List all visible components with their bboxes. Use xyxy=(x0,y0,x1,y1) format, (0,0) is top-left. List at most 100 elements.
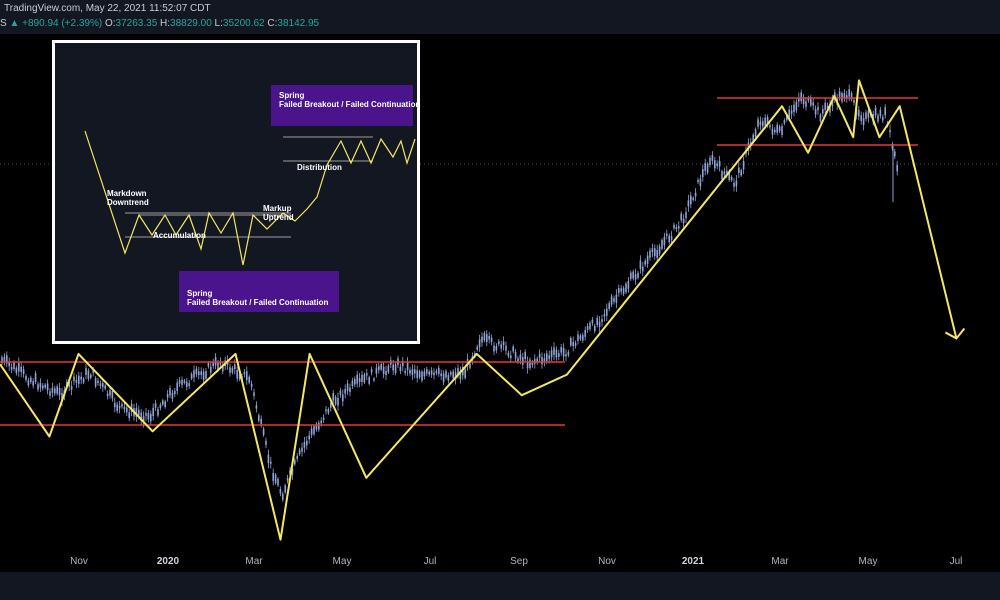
candle-body xyxy=(382,366,385,374)
candle-body xyxy=(802,98,805,105)
candle-body xyxy=(37,384,39,390)
candle-body xyxy=(301,447,303,452)
candle-body xyxy=(334,396,337,405)
candle-body xyxy=(402,362,404,367)
candle-body xyxy=(550,350,553,358)
candle-body xyxy=(298,449,301,455)
candle-body xyxy=(874,107,877,116)
candle-body xyxy=(702,169,704,178)
candle-body xyxy=(30,377,32,383)
candle-body xyxy=(620,288,622,292)
candle-body xyxy=(637,272,639,278)
candle-body xyxy=(615,294,618,303)
candle-body xyxy=(661,239,663,249)
candle-body xyxy=(406,362,409,371)
candle-body xyxy=(404,370,406,374)
candle-body xyxy=(498,341,500,345)
candle-body xyxy=(198,371,200,375)
time-axis[interactable]: Nov 2020 Mar May Jul Sep Nov 2021 Mar May Jul xyxy=(0,550,1000,572)
candle-body xyxy=(738,167,740,173)
candle-body xyxy=(579,335,582,340)
accumulation-label: Accumulation xyxy=(153,231,206,240)
candle-body xyxy=(433,372,435,376)
candle-body xyxy=(776,124,778,133)
candle-body xyxy=(349,387,351,393)
candle-body xyxy=(716,163,718,167)
candle-body xyxy=(790,110,793,114)
candle-body xyxy=(325,409,327,412)
candle-body xyxy=(850,93,853,100)
open-value: 37263.35 xyxy=(115,18,158,29)
candle-body xyxy=(694,192,697,197)
candle-body xyxy=(858,109,860,117)
candle-body xyxy=(202,371,205,381)
candle-body xyxy=(380,364,382,370)
bottom-toolbar xyxy=(0,572,1000,600)
candle-body xyxy=(94,378,97,387)
candle-body xyxy=(294,459,296,465)
candle-body xyxy=(138,409,140,416)
candle-body xyxy=(49,391,51,396)
candle-body xyxy=(366,373,368,376)
candle-body xyxy=(807,97,810,101)
candle-body xyxy=(529,359,531,369)
candle-body xyxy=(416,370,418,379)
candle-body xyxy=(274,474,277,483)
candle-body xyxy=(493,345,495,352)
candle-body xyxy=(277,478,279,486)
candle-body xyxy=(884,107,886,116)
chart-header: TradingView.com, May 22, 2021 11:52:07 C… xyxy=(0,0,1000,34)
candle-body xyxy=(692,197,694,201)
candle-body xyxy=(673,224,675,229)
candle-body xyxy=(819,114,822,122)
candle-body xyxy=(594,325,596,332)
candle-body xyxy=(723,171,726,175)
candle-body xyxy=(13,362,15,370)
time-tick-7: 2021 xyxy=(681,556,705,567)
candle-body xyxy=(699,178,702,187)
candle-body xyxy=(375,367,378,374)
candle-body xyxy=(306,440,308,446)
candle-body xyxy=(399,366,402,372)
candle-body xyxy=(75,380,78,383)
candle-body xyxy=(678,226,680,229)
candle-body xyxy=(217,362,219,370)
candle-body xyxy=(181,379,183,385)
candle-body xyxy=(102,383,104,388)
candle-body xyxy=(354,378,356,385)
price-chart[interactable] xyxy=(0,34,1000,550)
candle-body xyxy=(25,376,27,381)
candle-body xyxy=(385,370,387,376)
candle-body xyxy=(654,248,656,256)
candle-body xyxy=(778,126,781,132)
spring-top-sublabel: Failed Breakout / Failed Continuation xyxy=(279,100,421,109)
candle-body xyxy=(142,416,145,423)
candle-body xyxy=(207,363,210,367)
candle-body xyxy=(34,373,37,382)
candle-body xyxy=(78,375,80,384)
candle-body xyxy=(109,390,111,396)
candle-body xyxy=(718,160,721,167)
close-value: 38142.95 xyxy=(277,18,320,29)
candle-body xyxy=(46,383,49,391)
candle-body xyxy=(188,383,190,386)
candle-body xyxy=(721,171,723,179)
candle-body xyxy=(44,384,46,388)
candle-body xyxy=(186,381,188,387)
candle-body xyxy=(162,400,164,405)
candle-body xyxy=(680,213,682,221)
time-tick-5: Sep xyxy=(510,556,528,567)
candle-body xyxy=(387,365,390,373)
candle-body xyxy=(445,370,447,378)
candle-body xyxy=(548,355,550,359)
candle-body xyxy=(174,390,176,395)
candle-body xyxy=(80,376,82,380)
candle-body xyxy=(632,271,634,279)
candle-body xyxy=(430,370,433,375)
candle-body xyxy=(829,103,831,113)
candle-body xyxy=(58,387,61,396)
candle-body xyxy=(848,89,850,97)
candle-body xyxy=(32,381,34,386)
candle-body xyxy=(246,371,248,381)
candle-body xyxy=(426,369,428,374)
